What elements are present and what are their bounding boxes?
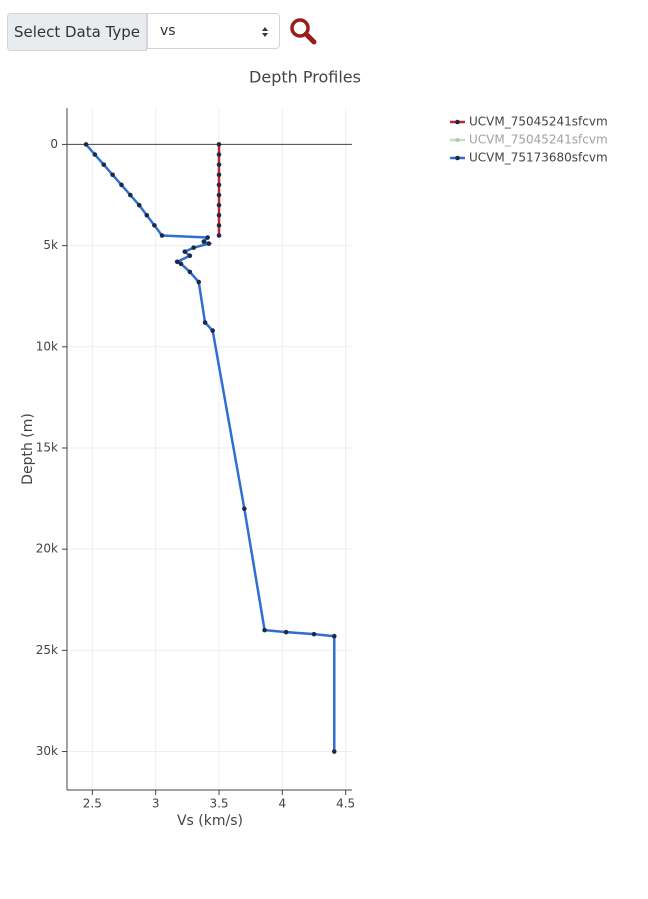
- data-point: [202, 320, 208, 325]
- x-tick-label: 4.5: [336, 797, 355, 811]
- data-point: [216, 192, 222, 198]
- data-point: [174, 259, 180, 265]
- data-point: [216, 212, 222, 218]
- legend-marker: [455, 137, 460, 143]
- data-point: [216, 152, 222, 157]
- x-tick-label: 2.5: [83, 797, 102, 811]
- y-tick-label: 30k: [36, 744, 58, 758]
- data-point: [178, 261, 184, 267]
- legend-marker: [455, 119, 460, 125]
- data-point: [128, 192, 133, 198]
- data-point: [119, 182, 124, 188]
- data-point: [159, 233, 165, 238]
- x-tick-label: 3: [152, 797, 160, 811]
- legend-entry[interactable]: UCVM_75045241sfcvm: [469, 115, 608, 129]
- data-point: [262, 627, 267, 633]
- data-point: [216, 172, 222, 178]
- x-tick-label: 3.5: [209, 797, 228, 811]
- data-point: [196, 279, 202, 285]
- legend-marker: [455, 155, 460, 161]
- y-tick-label: 5k: [43, 238, 58, 252]
- legend-entry[interactable]: UCVM_75173680sfcvm: [469, 151, 608, 165]
- data-point: [242, 506, 247, 512]
- data-point: [331, 749, 337, 754]
- data-point: [216, 142, 222, 147]
- data-point: [152, 223, 157, 228]
- series-line: [85, 143, 336, 752]
- data-point: [187, 253, 193, 259]
- data-point: [191, 245, 196, 250]
- data-point: [216, 233, 222, 238]
- data-point: [311, 631, 317, 637]
- x-tick-label: 4: [279, 797, 287, 811]
- y-tick-label: 15k: [36, 440, 58, 454]
- data-point: [216, 223, 222, 228]
- data-point: [205, 235, 210, 240]
- x-axis-label: Vs (km/s): [177, 813, 243, 829]
- select-value: vs: [160, 23, 176, 39]
- chart: Depth Profiles Vs (km/s) Depth (m) 2.5 3 3…: [20, 68, 608, 830]
- data-point: [206, 241, 212, 246]
- data-point: [110, 172, 115, 178]
- y-tick-label: 25k: [36, 643, 58, 657]
- y-tick-label: 10k: [36, 339, 58, 353]
- legend-entry[interactable]: UCVM_75045241sfcvm: [469, 133, 608, 147]
- y-axis-label: Depth (m): [20, 413, 36, 485]
- data-point: [331, 633, 337, 639]
- data-point: [210, 328, 215, 333]
- data-point: [216, 182, 222, 188]
- data-point: [144, 212, 150, 218]
- chart-title: Depth Profiles: [249, 68, 361, 87]
- search-icon[interactable]: [289, 17, 317, 45]
- data-point: [92, 152, 98, 157]
- data-point: [216, 162, 222, 167]
- select-data-type-button[interactable]: Select Data Type: [7, 13, 147, 51]
- y-tick-label: 0: [50, 137, 58, 151]
- data-point: [283, 629, 289, 635]
- select-arrows: [262, 27, 268, 37]
- data-point: [136, 202, 142, 208]
- data-point: [201, 239, 207, 244]
- data-point: [187, 269, 193, 275]
- data-point: [101, 162, 107, 167]
- data-point: [182, 249, 188, 254]
- data-point: [83, 142, 89, 147]
- y-tick-label: 20k: [36, 542, 58, 556]
- data-point: [216, 202, 222, 208]
- data-type-select[interactable]: vs: [147, 13, 280, 49]
